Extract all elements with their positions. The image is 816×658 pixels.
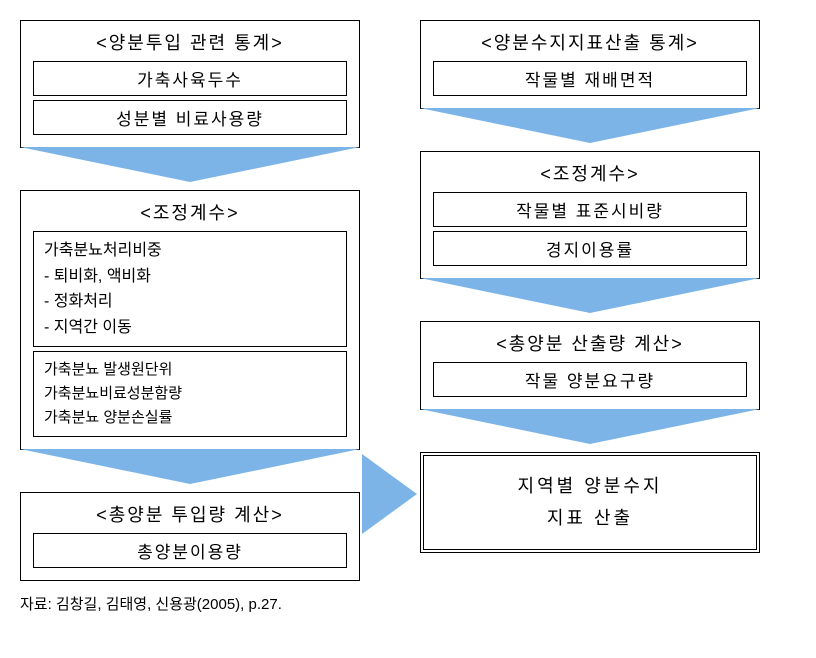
flowchart-container: <양분투입 관련 통계> 가축사육두수 성분별 비료사용량 <조정계수> 가축분…: [20, 20, 796, 581]
left-box-2: <조정계수> 가축분뇨처리비중 - 퇴비화, 액비화 - 정화처리 - 지역간 …: [20, 190, 360, 450]
right-box-1-title: <양분수지지표산출 통계>: [433, 29, 747, 55]
right-box-2: <조정계수> 작물별 표준시비량 경지이용률: [420, 151, 760, 279]
right-column: <양분수지지표산출 통계> 작물별 재배면적 <조정계수> 작물별 표준시비량 …: [420, 20, 760, 553]
right-box-3-item-0: 작물 양분요구량: [433, 362, 747, 397]
left-box-3-item-0: 총양분이용량: [33, 533, 347, 568]
arrow-down-icon: [420, 108, 760, 143]
left-box-1-item-1: 성분별 비료사용량: [33, 100, 347, 135]
left-box-2-section-1: 가축분뇨처리비중 - 퇴비화, 액비화 - 정화처리 - 지역간 이동: [33, 231, 347, 347]
right-box-3-title: <총양분 산출량 계산>: [433, 330, 747, 356]
right-box-1-item-0: 작물별 재배면적: [433, 61, 747, 96]
arrow-down-icon: [20, 147, 360, 182]
final-output-box: 지역별 양분수지 지표 산출: [420, 452, 760, 553]
right-box-3: <총양분 산출량 계산> 작물 양분요구량: [420, 321, 760, 410]
bottom-row: <총양분 투입량 계산> 총양분이용량: [20, 492, 360, 581]
arrow-down-icon: [420, 278, 760, 313]
right-box-2-item-1: 경지이용률: [433, 231, 747, 266]
arrow-down-icon: [420, 409, 760, 444]
left-box-1-title: <양분투입 관련 통계>: [33, 29, 347, 55]
right-box-2-title: <조정계수>: [433, 160, 747, 186]
right-box-1: <양분수지지표산출 통계> 작물별 재배면적: [420, 20, 760, 109]
arrow-right-icon: [362, 454, 417, 534]
right-box-2-item-0: 작물별 표준시비량: [433, 192, 747, 227]
left-box-3: <총양분 투입량 계산> 총양분이용량: [20, 492, 360, 581]
arrow-down-icon: [20, 449, 360, 484]
left-box-2-title: <조정계수>: [33, 199, 347, 225]
left-box-3-title: <총양분 투입량 계산>: [33, 501, 347, 527]
left-box-2-section-2: 가축분뇨 발생원단위 가축분뇨비료성분함량 가축분뇨 양분손실률: [33, 351, 347, 437]
left-column: <양분투입 관련 통계> 가축사육두수 성분별 비료사용량 <조정계수> 가축분…: [20, 20, 360, 581]
left-box-1: <양분투입 관련 통계> 가축사육두수 성분별 비료사용량: [20, 20, 360, 148]
left-box-1-item-0: 가축사육두수: [33, 61, 347, 96]
citation-text: 자료: 김창길, 김태영, 신용광(2005), p.27.: [20, 593, 796, 614]
